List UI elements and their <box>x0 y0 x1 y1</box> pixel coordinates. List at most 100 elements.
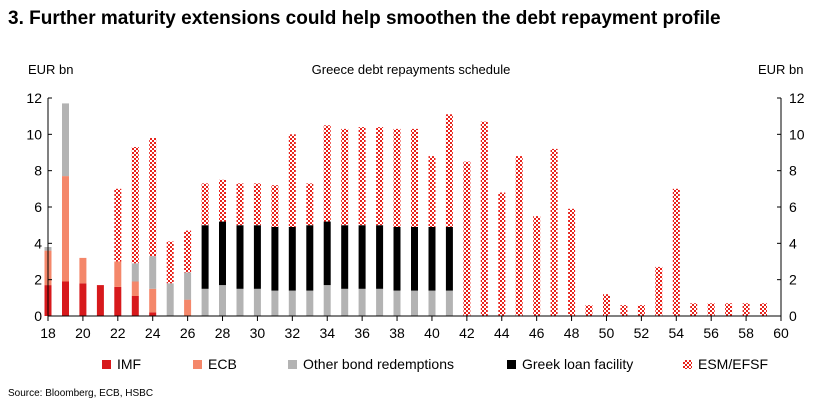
bar-glf-28 <box>219 221 226 286</box>
bar-esm-24 <box>149 138 157 257</box>
legend-item-imf: IMF <box>102 356 141 372</box>
legend-swatch-glf <box>507 359 516 369</box>
bar-esm-47 <box>550 148 558 316</box>
right-axis-unit: EUR bn <box>758 62 804 77</box>
y-tick-label-left-0: 0 <box>34 308 42 324</box>
bar-other-38 <box>393 290 401 316</box>
bar-esm-30 <box>253 183 261 226</box>
x-tick-label-44: 44 <box>494 325 510 341</box>
x-tick-label-52: 52 <box>634 325 650 341</box>
x-tick-label-54: 54 <box>668 325 684 341</box>
x-tick-label-58: 58 <box>738 325 754 341</box>
bar-glf-33 <box>306 225 314 291</box>
chart-title: 3. Further maturity extensions could hel… <box>8 8 721 29</box>
legend-item-glf: Greek loan facility <box>507 356 633 372</box>
bar-esm-54 <box>672 188 680 316</box>
bars-layer <box>44 103 767 317</box>
legend-label-imf: IMF <box>117 356 142 372</box>
bar-esm-58 <box>742 303 750 316</box>
y-tick-label-right-6: 6 <box>789 199 797 215</box>
x-tick-label-56: 56 <box>703 325 719 341</box>
bar-glf-32 <box>288 227 296 291</box>
bar-glf-41 <box>445 227 453 291</box>
bar-imf-24 <box>149 312 157 316</box>
bar-glf-39 <box>411 227 418 291</box>
bar-esm-46 <box>533 216 541 316</box>
x-tick-label-36: 36 <box>354 325 370 341</box>
legend-label-other: Other bond redemptions <box>303 356 454 372</box>
bar-esm-29 <box>236 183 244 226</box>
x-tick-label-60: 60 <box>773 325 789 341</box>
x-tick-label-18: 18 <box>40 325 56 341</box>
legend-swatch-other <box>288 359 297 369</box>
bar-glf-37 <box>376 225 384 289</box>
chart-subtitle: Greece debt repayments schedule <box>311 62 511 77</box>
bar-other-35 <box>341 288 349 317</box>
bar-other-29 <box>236 288 244 317</box>
x-tick-label-40: 40 <box>424 325 440 341</box>
bar-imf-21 <box>96 285 104 316</box>
legend-label-glf: Greek loan facility <box>522 356 634 372</box>
x-tick-label-42: 42 <box>459 325 475 341</box>
bar-other-40 <box>428 290 436 316</box>
bar-esm-27 <box>201 183 209 226</box>
bar-esm-31 <box>271 185 279 227</box>
bar-esm-26 <box>184 230 192 273</box>
bar-esm-32 <box>288 134 296 227</box>
bar-glf-35 <box>341 225 349 289</box>
legend-item-esm: ESM/EFSF <box>683 356 768 372</box>
y-tick-label-left-8: 8 <box>34 163 42 179</box>
y-tick-label-right-12: 12 <box>789 90 805 106</box>
bar-ecb-26 <box>184 299 192 316</box>
x-tick-label-30: 30 <box>250 325 266 341</box>
bar-other-30 <box>253 288 261 317</box>
bar-other-23 <box>131 263 139 282</box>
bar-other-31 <box>271 290 279 316</box>
bar-other-41 <box>445 290 453 316</box>
y-tick-label-right-10: 10 <box>789 126 805 142</box>
y-tick-label-left-2: 2 <box>34 272 42 288</box>
x-tick-label-38: 38 <box>389 325 405 341</box>
x-tick-label-34: 34 <box>319 325 335 341</box>
bar-imf-23 <box>131 296 139 316</box>
bar-esm-36 <box>358 127 366 226</box>
bar-ecb-19 <box>62 176 69 282</box>
bar-other-32 <box>288 290 296 316</box>
bar-esm-49 <box>585 305 593 316</box>
bar-esm-25 <box>166 241 174 284</box>
y-tick-label-right-2: 2 <box>789 272 797 288</box>
bar-imf-20 <box>79 283 87 316</box>
bar-glf-34 <box>323 221 331 286</box>
bar-other-34 <box>323 285 331 316</box>
x-tick-label-46: 46 <box>529 325 545 341</box>
y-tick-label-left-6: 6 <box>34 199 42 215</box>
bar-esm-28 <box>219 179 226 222</box>
bar-other-26 <box>184 272 192 300</box>
bar-esm-39 <box>411 128 418 227</box>
bar-esm-38 <box>393 128 401 227</box>
bar-glf-27 <box>201 225 209 289</box>
bar-other-25 <box>166 283 174 316</box>
x-tick-label-48: 48 <box>564 325 580 341</box>
bar-other-24 <box>149 256 157 289</box>
legend-swatch-imf <box>102 359 111 369</box>
x-tick-label-32: 32 <box>285 325 301 341</box>
bar-esm-59 <box>760 303 767 316</box>
bar-esm-42 <box>463 161 471 316</box>
bar-esm-51 <box>620 305 628 316</box>
bar-esm-33 <box>306 183 314 226</box>
bar-other-33 <box>306 290 314 316</box>
bar-glf-40 <box>428 227 436 291</box>
x-tick-label-24: 24 <box>145 325 161 341</box>
bar-esm-23 <box>131 147 139 264</box>
y-tick-label-left-4: 4 <box>34 235 42 251</box>
bar-esm-35 <box>341 128 349 226</box>
bar-glf-36 <box>358 225 366 289</box>
bar-esm-40 <box>428 156 436 227</box>
bar-esm-44 <box>498 192 506 316</box>
source-note: Source: Bloomberg, ECB, HSBC <box>8 388 154 399</box>
x-tick-label-50: 50 <box>599 325 615 341</box>
legend-item-other: Other bond redemptions <box>288 356 454 372</box>
